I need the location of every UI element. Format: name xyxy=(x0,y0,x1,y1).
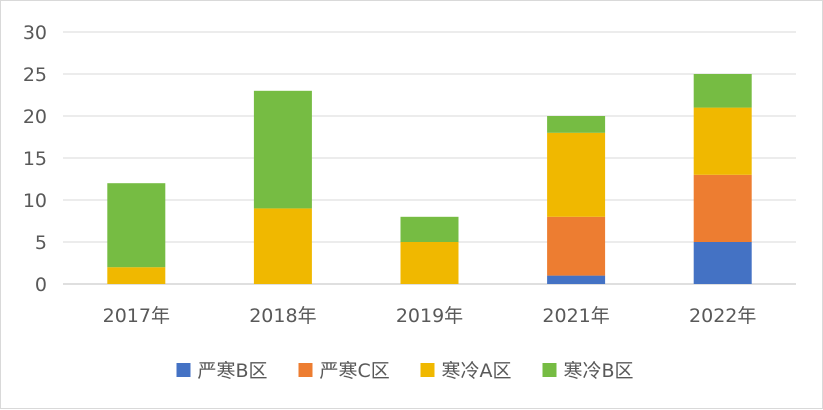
x-tick-label: 2022年 xyxy=(689,305,756,327)
bar-segment-严寒B区 xyxy=(693,242,752,284)
bar-segment-寒冷B区 xyxy=(547,116,606,133)
y-tick-label: 0 xyxy=(35,274,47,296)
legend-swatch xyxy=(298,363,313,377)
bar-segment-寒冷A区 xyxy=(547,132,606,217)
legend-swatch xyxy=(542,363,557,377)
x-tick-label: 2018年 xyxy=(249,305,316,327)
bar-segment-寒冷A区 xyxy=(693,107,752,175)
bar-segment-寒冷B区 xyxy=(400,216,459,242)
bar-segment-寒冷A区 xyxy=(107,267,166,284)
legend-swatch xyxy=(176,363,191,377)
y-tick-label: 5 xyxy=(35,232,47,254)
legend-label: 严寒C区 xyxy=(320,360,390,382)
legend-swatch xyxy=(420,363,435,377)
bar-segment-严寒C区 xyxy=(547,216,606,276)
bar-segment-严寒C区 xyxy=(693,174,752,242)
legend-label: 寒冷A区 xyxy=(442,360,512,382)
y-tick-label: 30 xyxy=(23,22,47,44)
x-tick-label: 2021年 xyxy=(542,305,609,327)
x-tick-label: 2017年 xyxy=(103,305,170,327)
y-tick-label: 20 xyxy=(23,106,47,128)
bar-segment-寒冷B区 xyxy=(693,74,752,108)
y-tick-label: 25 xyxy=(23,64,47,86)
bar-segment-寒冷A区 xyxy=(253,208,312,284)
bar-segment-寒冷B区 xyxy=(107,183,166,268)
bar-segment-寒冷A区 xyxy=(400,242,459,284)
bar-segment-寒冷B区 xyxy=(253,90,312,209)
legend-label: 严寒B区 xyxy=(198,360,268,382)
y-tick-label: 15 xyxy=(23,148,47,170)
bar-segment-严寒B区 xyxy=(547,275,606,284)
x-tick-label: 2019年 xyxy=(396,305,463,327)
legend-label: 寒冷B区 xyxy=(564,360,634,382)
y-tick-label: 10 xyxy=(23,190,47,212)
